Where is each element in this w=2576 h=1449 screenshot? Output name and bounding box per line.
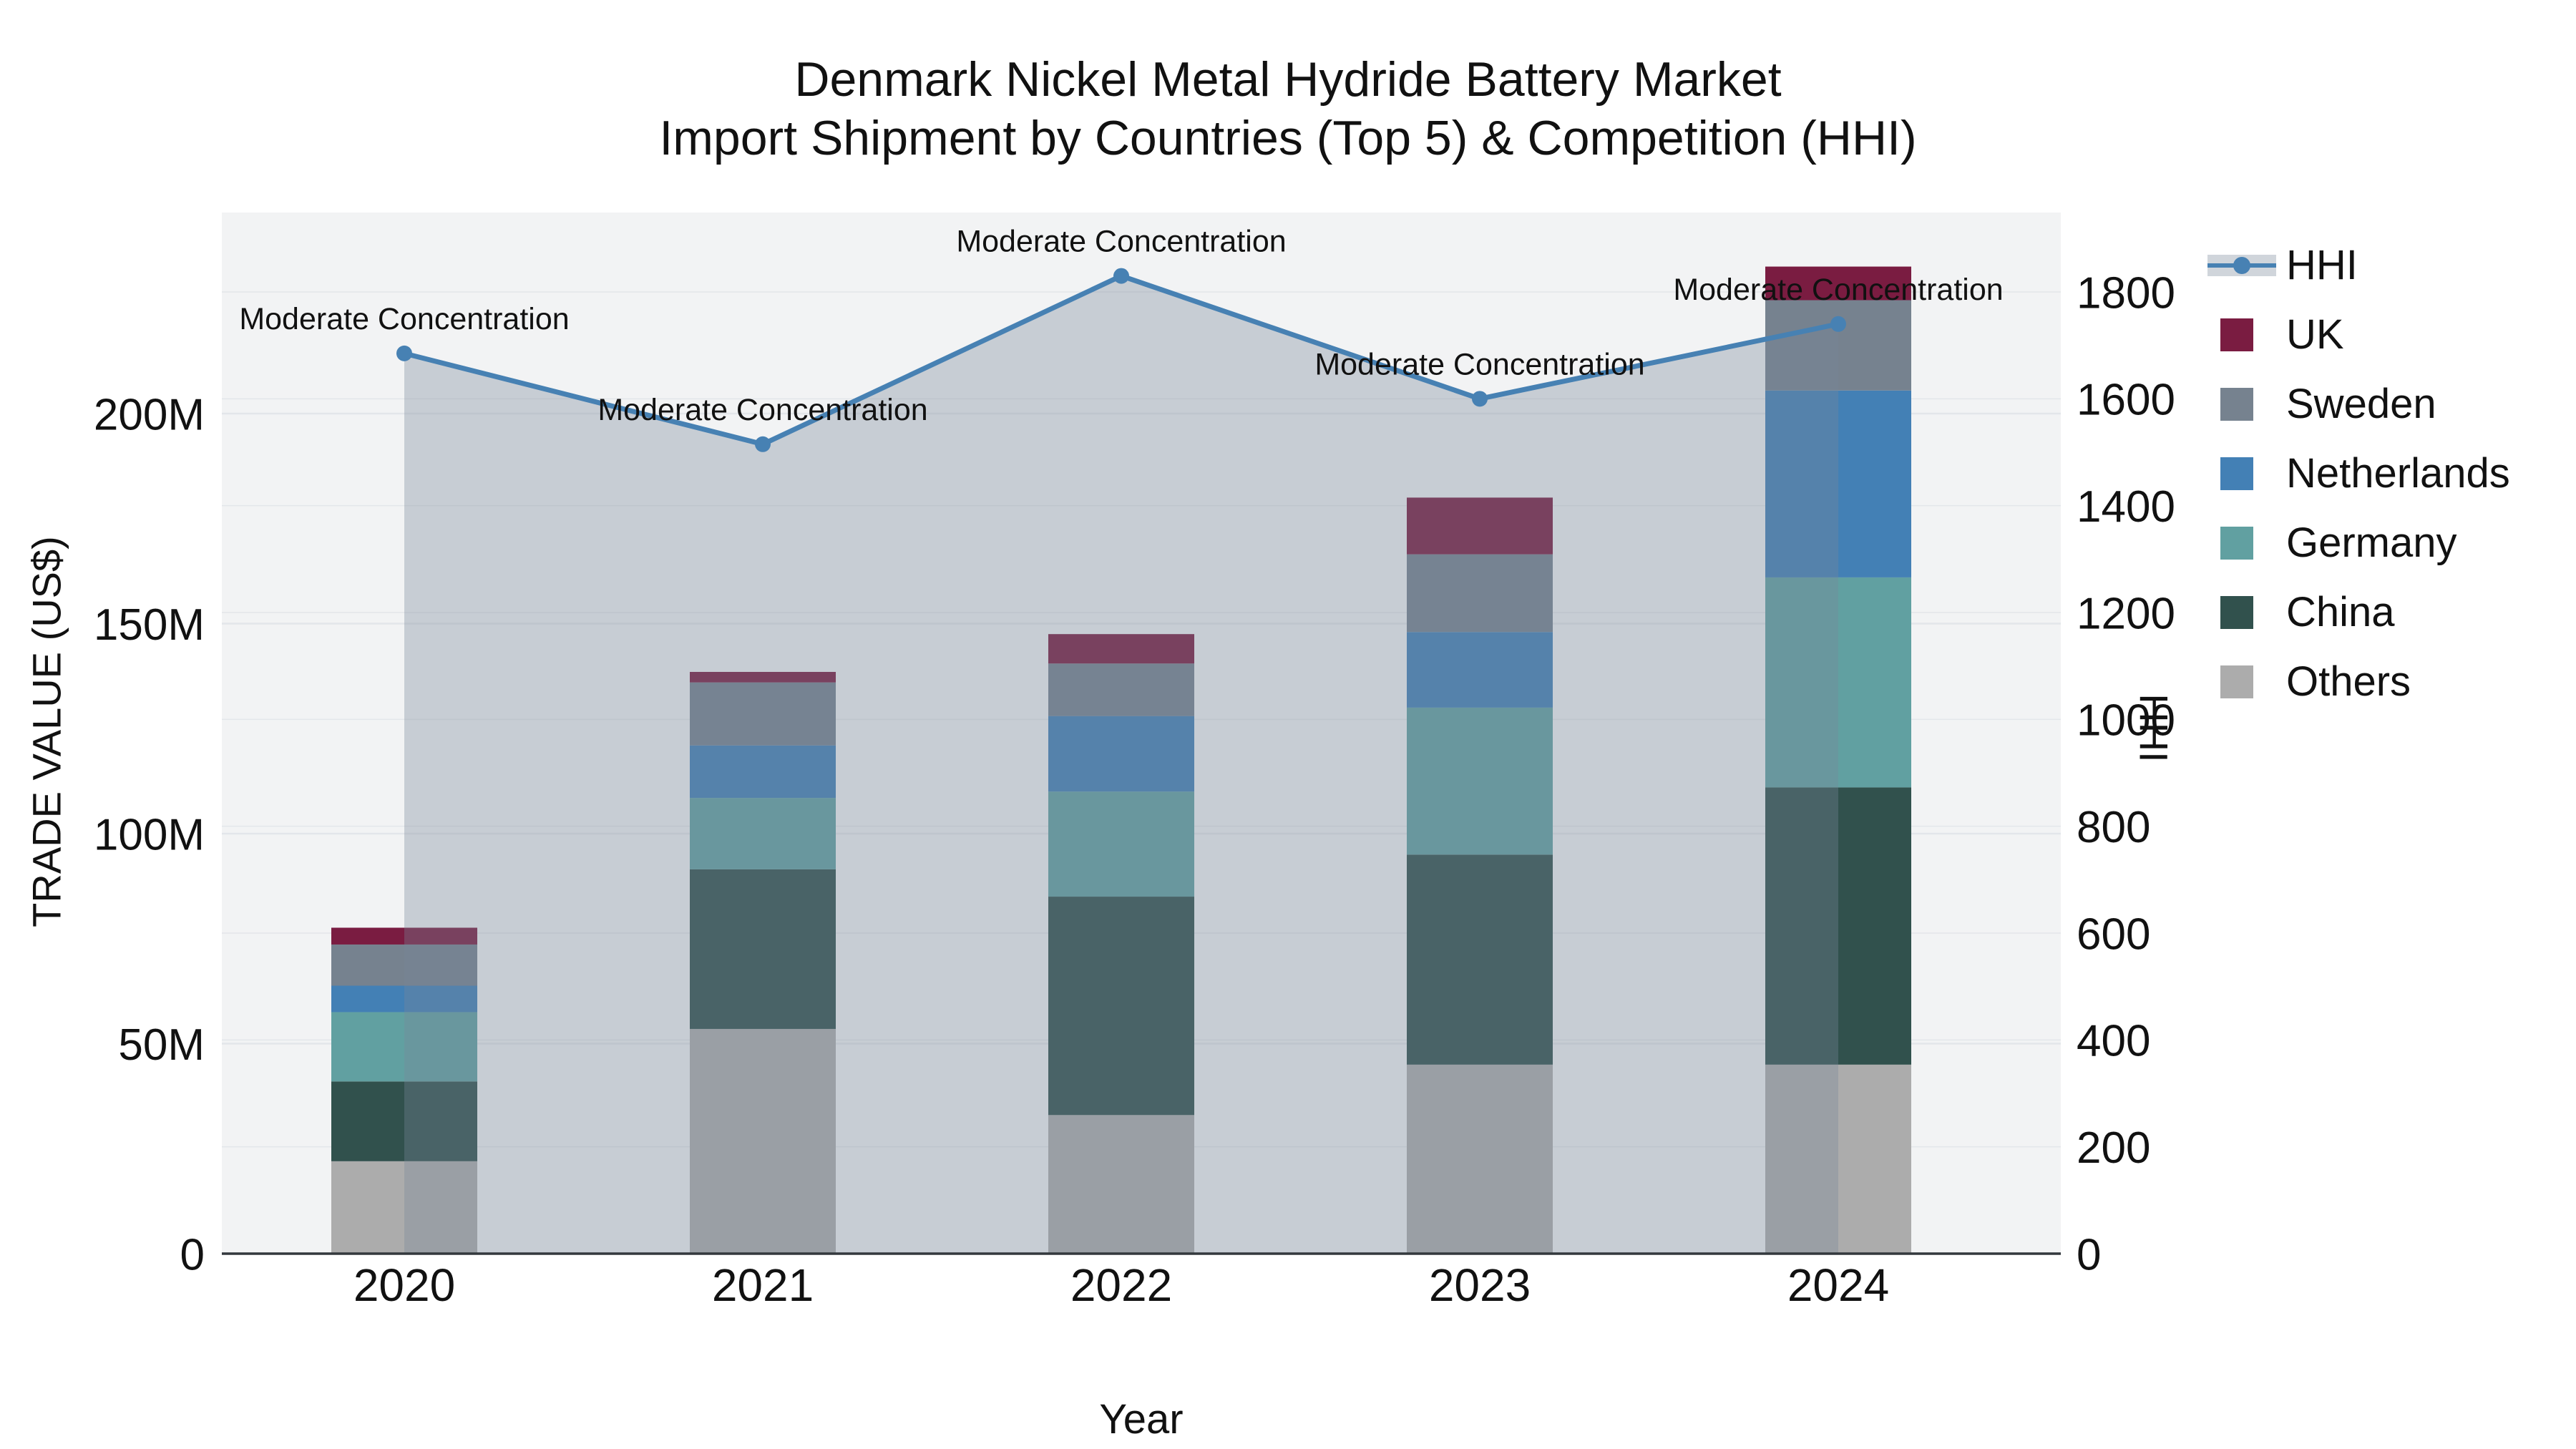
bar-segment-2022-uk[interactable] bbox=[1048, 634, 1194, 664]
bar-segment-2022-sweden[interactable] bbox=[1048, 663, 1194, 716]
bar-segment-2021-netherlands[interactable] bbox=[690, 745, 836, 799]
bar-segment-2022-netherlands[interactable] bbox=[1048, 716, 1194, 792]
sweden-swatch-icon bbox=[2207, 387, 2286, 421]
annotation-2024: Moderate Concentration bbox=[1673, 273, 2003, 307]
y-right-tick-1800: 1800 bbox=[2077, 268, 2175, 318]
x-tick-2021[interactable]: 2021 bbox=[712, 1259, 814, 1311]
y2-axis-title: HHI bbox=[2131, 693, 2177, 763]
legend-item-netherlands[interactable]: Netherlands bbox=[2207, 450, 2510, 497]
china-color-swatch bbox=[2220, 596, 2253, 629]
bar-segment-2022-china[interactable] bbox=[1048, 897, 1194, 1116]
bar-segment-2023-china[interactable] bbox=[1407, 854, 1553, 1065]
y-axis-title: TRADE VALUE (US$) bbox=[24, 536, 69, 927]
legend-item-china[interactable]: China bbox=[2207, 589, 2510, 635]
legend-label-sweden: Sweden bbox=[2286, 381, 2436, 427]
bar-segment-2020-china[interactable] bbox=[331, 1081, 477, 1161]
bar-segment-2021-uk[interactable] bbox=[690, 672, 836, 683]
hhi-marker-sample bbox=[2233, 257, 2250, 274]
sweden-color-swatch bbox=[2220, 388, 2253, 421]
y-left-tick-200M: 200M bbox=[94, 390, 205, 439]
bar-segment-2024-uk[interactable] bbox=[1765, 266, 1911, 301]
others-color-swatch bbox=[2220, 665, 2253, 698]
annotation-2022: Moderate Concentration bbox=[956, 225, 1286, 259]
y-left-tick-150M: 150M bbox=[94, 600, 205, 650]
bar-segment-2023-uk[interactable] bbox=[1407, 497, 1553, 555]
chart-title: Denmark Nickel Metal Hydride Battery Mar… bbox=[0, 50, 2576, 167]
chart-title-line1: Denmark Nickel Metal Hydride Battery Mar… bbox=[794, 52, 1782, 107]
hhi-marker-2021[interactable] bbox=[755, 436, 771, 452]
y-right-tick-0: 0 bbox=[2077, 1230, 2101, 1279]
bar-segment-2024-others[interactable] bbox=[1765, 1064, 1911, 1254]
y-right-tick-1400: 1400 bbox=[2077, 482, 2175, 532]
y-right-tick-1600: 1600 bbox=[2077, 376, 2175, 425]
hhi-marker-2024[interactable] bbox=[1830, 316, 1846, 332]
y-right-tick-400: 400 bbox=[2077, 1017, 2150, 1066]
hhi-line-swatch-icon bbox=[2207, 248, 2286, 282]
bar-segment-2023-others[interactable] bbox=[1407, 1064, 1553, 1254]
germany-swatch-icon bbox=[2207, 526, 2286, 560]
bar-segment-2023-sweden[interactable] bbox=[1407, 554, 1553, 633]
y-right-tick-800: 800 bbox=[2077, 803, 2150, 852]
x-tick-2020[interactable]: 2020 bbox=[353, 1259, 455, 1311]
germany-color-swatch bbox=[2220, 527, 2253, 560]
legend-label-hhi: HHI bbox=[2286, 242, 2358, 288]
netherlands-swatch-icon bbox=[2207, 457, 2286, 490]
legend-label-others: Others bbox=[2286, 658, 2411, 705]
legend: HHI UK Sweden Netherlands Germany China Others bbox=[2207, 242, 2510, 705]
y-left-tick-100M: 100M bbox=[94, 810, 205, 859]
bar-segment-2024-china[interactable] bbox=[1765, 787, 1911, 1065]
bar-segment-2020-uk[interactable] bbox=[331, 927, 477, 945]
bar-segment-2020-germany[interactable] bbox=[331, 1012, 477, 1082]
legend-label-germany: Germany bbox=[2286, 519, 2457, 566]
x-axis-title: Year bbox=[1099, 1396, 1184, 1443]
annotation-2020: Moderate Concentration bbox=[239, 302, 569, 336]
bar-segment-2020-sweden[interactable] bbox=[331, 944, 477, 986]
bar-segment-2024-germany[interactable] bbox=[1765, 577, 1911, 788]
bar-segment-2020-others[interactable] bbox=[331, 1161, 477, 1254]
y-left-tick-0: 0 bbox=[180, 1230, 205, 1279]
annotation-2023: Moderate Concentration bbox=[1314, 347, 1644, 381]
uk-color-swatch bbox=[2220, 318, 2253, 351]
uk-swatch-icon bbox=[2207, 318, 2286, 351]
bar-segment-2024-sweden[interactable] bbox=[1765, 300, 1911, 391]
bar-segment-2020-netherlands[interactable] bbox=[331, 985, 477, 1013]
x-tick-2024[interactable]: 2024 bbox=[1787, 1259, 1889, 1311]
bar-segment-2022-others[interactable] bbox=[1048, 1115, 1194, 1254]
bar-segment-2021-others[interactable] bbox=[690, 1028, 836, 1254]
netherlands-color-swatch bbox=[2220, 457, 2253, 490]
bar-segment-2023-netherlands[interactable] bbox=[1407, 632, 1553, 708]
legend-item-hhi[interactable]: HHI bbox=[2207, 242, 2510, 288]
hhi-marker-2020[interactable] bbox=[396, 345, 412, 361]
china-swatch-icon bbox=[2207, 595, 2286, 629]
hhi-marker-2022[interactable] bbox=[1113, 268, 1129, 284]
others-swatch-icon bbox=[2207, 665, 2286, 698]
bar-segment-2021-china[interactable] bbox=[690, 869, 836, 1029]
bar-segment-2024-netherlands[interactable] bbox=[1765, 390, 1911, 577]
legend-item-others[interactable]: Others bbox=[2207, 658, 2510, 705]
legend-item-sweden[interactable]: Sweden bbox=[2207, 381, 2510, 427]
y-left-tick-50M: 50M bbox=[118, 1020, 205, 1070]
hhi-marker-2023[interactable] bbox=[1472, 391, 1488, 407]
legend-label-netherlands: Netherlands bbox=[2286, 450, 2510, 497]
bar-segment-2023-germany[interactable] bbox=[1407, 707, 1553, 855]
y-right-tick-1000: 1000 bbox=[2077, 696, 2175, 746]
y-right-tick-600: 600 bbox=[2077, 909, 2150, 959]
legend-label-china: China bbox=[2286, 589, 2395, 635]
legend-item-germany[interactable]: Germany bbox=[2207, 519, 2510, 566]
annotation-2021: Moderate Concentration bbox=[597, 393, 927, 427]
y-right-tick-200: 200 bbox=[2077, 1123, 2150, 1173]
chart-title-line2: Import Shipment by Countries (Top 5) & C… bbox=[659, 111, 1917, 165]
bar-segment-2022-germany[interactable] bbox=[1048, 791, 1194, 897]
x-tick-2023[interactable]: 2023 bbox=[1429, 1259, 1531, 1311]
bar-segment-2021-sweden[interactable] bbox=[690, 682, 836, 746]
bar-segment-2021-germany[interactable] bbox=[690, 798, 836, 869]
legend-item-uk[interactable]: UK bbox=[2207, 311, 2510, 358]
y-right-tick-1200: 1200 bbox=[2077, 589, 2175, 638]
hhi-area-fill bbox=[404, 275, 1838, 1254]
x-tick-2022[interactable]: 2022 bbox=[1070, 1259, 1172, 1311]
legend-label-uk: UK bbox=[2286, 311, 2344, 358]
